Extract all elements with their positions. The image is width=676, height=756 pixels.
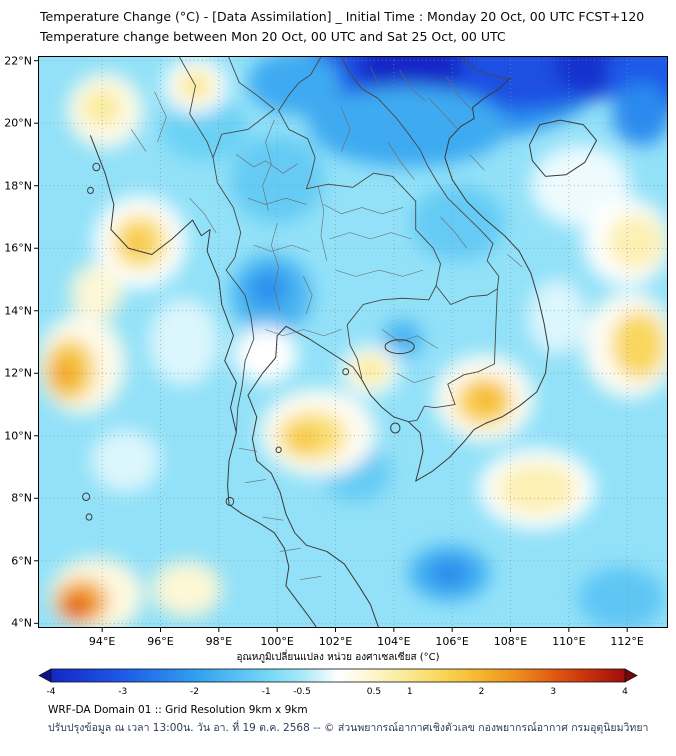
border-myanmar-shan bbox=[178, 54, 213, 157]
svg-text:3: 3 bbox=[550, 687, 556, 696]
island-outline bbox=[86, 514, 92, 520]
y-tick-label: 6°N bbox=[11, 554, 32, 568]
y-axis: 4°N 6°N 8°N 10°N 12°N 14°N 16°N 18°N 20°N 22°N bbox=[0, 54, 35, 630]
colorbar: -4 -3 -2 -1 -0.5 0.5 1 2 3 4 bbox=[38, 668, 638, 696]
map-boundaries bbox=[83, 54, 597, 629]
border-myanmar-thailand bbox=[213, 109, 274, 433]
island-outline bbox=[226, 497, 234, 505]
border-cambodia-vietnam bbox=[408, 289, 497, 422]
y-tick-label: 4°N bbox=[11, 616, 32, 630]
border-thailand-cambodia bbox=[347, 298, 429, 378]
island-outline bbox=[343, 369, 349, 375]
svg-text:-3: -3 bbox=[118, 687, 127, 696]
page-subtitle: Temperature change between Mon 20 Oct, 0… bbox=[40, 29, 506, 44]
y-tick-label: 10°N bbox=[4, 429, 32, 443]
header: Temperature Change (°C) - [Data Assimila… bbox=[40, 7, 644, 47]
x-tick-label: 104°E bbox=[377, 635, 411, 648]
y-tick-label: 14°N bbox=[4, 304, 32, 318]
svg-text:-2: -2 bbox=[190, 687, 199, 696]
border-thailand-laos bbox=[279, 111, 441, 300]
svg-text:2: 2 bbox=[479, 687, 485, 696]
province-lines-neighbors bbox=[131, 67, 522, 383]
island-outline bbox=[391, 423, 400, 433]
svg-text:-1: -1 bbox=[262, 687, 271, 696]
page-title: Temperature Change (°C) - [Data Assimila… bbox=[40, 9, 645, 24]
island-outline bbox=[83, 493, 90, 501]
border-laos-vietnam bbox=[340, 54, 499, 288]
province-lines-thailand bbox=[236, 120, 423, 579]
border-laos-cambodia bbox=[436, 286, 497, 305]
y-tick-label: 18°N bbox=[4, 179, 32, 193]
x-axis: 94°E 96°E 98°E 100°E 102°E 104°E 106°E 108°E 110… bbox=[38, 633, 668, 651]
svg-text:0.5: 0.5 bbox=[367, 687, 381, 696]
border-myanmar-china bbox=[228, 54, 275, 109]
x-tick-label: 106°E bbox=[435, 635, 469, 648]
x-tick-label: 112°E bbox=[610, 635, 644, 648]
coastline-west bbox=[91, 136, 319, 630]
x-tick-label: 108°E bbox=[493, 635, 528, 648]
footer: WRF-DA Domain 01 :: Grid Resolution 9km … bbox=[48, 704, 648, 736]
x-tick-label: 94°E bbox=[88, 635, 116, 648]
domain-info: WRF-DA Domain 01 :: Grid Resolution 9km … bbox=[48, 704, 308, 716]
island-outline bbox=[93, 163, 100, 171]
map-frame bbox=[38, 56, 668, 628]
svg-text:4: 4 bbox=[622, 687, 628, 696]
colorbar-section: อุณหภูมิเปลี่ยนแปลง หน่วย องศาเซลเซียส (… bbox=[0, 650, 676, 700]
gridlines bbox=[38, 56, 668, 628]
y-tick-label: 22°N bbox=[4, 54, 32, 68]
island-outline bbox=[88, 187, 94, 193]
x-tick-label: 98°E bbox=[205, 635, 233, 648]
border-vietnam-china bbox=[458, 54, 511, 79]
y-tick-label: 20°N bbox=[4, 116, 32, 130]
y-tick-label: 12°N bbox=[4, 366, 32, 380]
map-plot bbox=[34, 54, 668, 632]
svg-text:-4: -4 bbox=[47, 687, 56, 696]
axis-ticks bbox=[34, 60, 628, 632]
update-info: ปรับปรุงข้อมูล ณ เวลา 13:00น. วัน อา. ที… bbox=[48, 722, 649, 734]
coastline-east bbox=[248, 78, 548, 630]
x-tick-label: 110°E bbox=[552, 635, 586, 648]
y-tick-label: 8°N bbox=[11, 491, 32, 505]
tonle-sap-lake bbox=[385, 340, 414, 354]
x-tick-label: 96°E bbox=[147, 635, 174, 648]
map-svg bbox=[34, 54, 668, 632]
colorbar-caption: อุณหภูมิเปลี่ยนแปลง หน่วย องศาเซลเซียส (… bbox=[236, 652, 440, 663]
hainan-island bbox=[529, 120, 596, 176]
y-tick-label: 16°N bbox=[4, 241, 32, 255]
svg-text:1: 1 bbox=[407, 687, 413, 696]
temperature-field-blobs bbox=[38, 56, 668, 628]
svg-text:-0.5: -0.5 bbox=[293, 687, 311, 696]
x-tick-label: 102°E bbox=[318, 635, 353, 648]
island-outline bbox=[276, 447, 281, 453]
border-myanmar-laos bbox=[279, 54, 323, 110]
x-tick-label: 100°E bbox=[260, 635, 294, 648]
